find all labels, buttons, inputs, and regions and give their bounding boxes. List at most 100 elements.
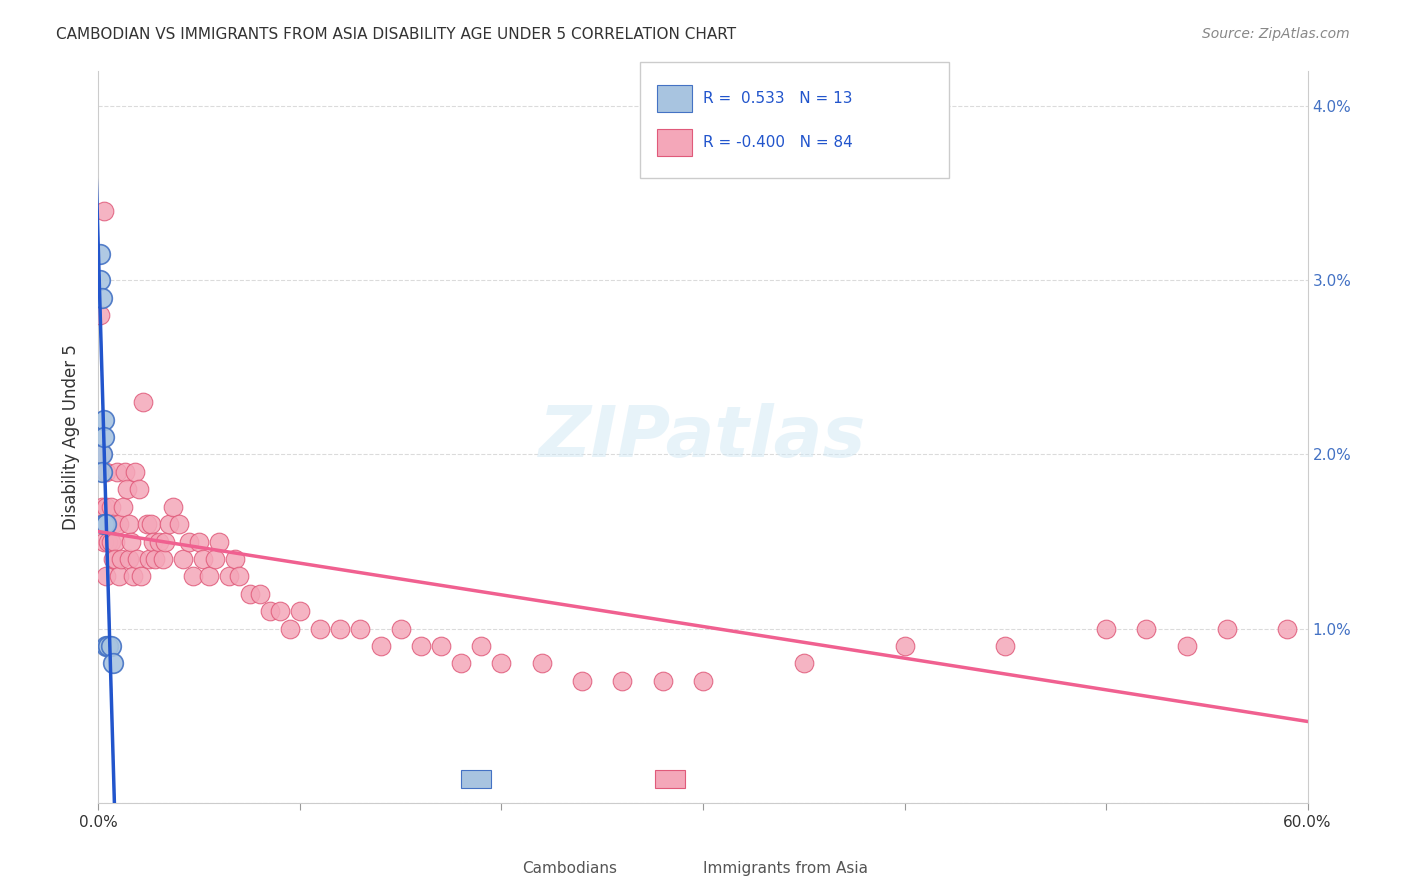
Point	[1277, 622, 1299, 636]
Point	[1175, 639, 1198, 653]
Point	[107, 569, 129, 583]
Point	[105, 465, 128, 479]
Point	[1135, 622, 1157, 636]
Point	[93, 430, 115, 444]
Point	[249, 587, 271, 601]
FancyBboxPatch shape	[461, 770, 492, 789]
Point	[172, 552, 194, 566]
Point	[530, 657, 553, 671]
Y-axis label: Disability Age Under 5: Disability Age Under 5	[62, 344, 80, 530]
Point	[571, 673, 593, 688]
Point	[389, 622, 412, 636]
Point	[96, 569, 118, 583]
Point	[179, 534, 201, 549]
Point	[132, 395, 155, 409]
Point	[97, 639, 120, 653]
Point	[208, 534, 231, 549]
Point	[239, 587, 262, 601]
Point	[994, 639, 1017, 653]
Point	[224, 552, 246, 566]
Text: CAMBODIAN VS IMMIGRANTS FROM ASIA DISABILITY AGE UNDER 5 CORRELATION CHART: CAMBODIAN VS IMMIGRANTS FROM ASIA DISABI…	[56, 27, 737, 42]
Point	[349, 622, 371, 636]
Point	[157, 517, 180, 532]
Point	[93, 412, 115, 426]
Text: ZIPatlas: ZIPatlas	[540, 402, 866, 472]
Point	[125, 552, 148, 566]
Point	[218, 569, 240, 583]
Point	[121, 569, 143, 583]
Point	[329, 622, 352, 636]
Text: Immigrants from Asia: Immigrants from Asia	[703, 862, 868, 876]
Point	[188, 534, 211, 549]
Point	[198, 569, 221, 583]
Point	[97, 517, 120, 532]
Point	[97, 534, 120, 549]
Point	[118, 517, 141, 532]
Point	[100, 639, 122, 653]
Point	[278, 622, 301, 636]
Point	[93, 517, 115, 532]
Point	[193, 552, 215, 566]
Point	[181, 569, 204, 583]
Point	[124, 465, 146, 479]
Point	[101, 657, 124, 671]
Point	[269, 604, 291, 618]
Point	[89, 247, 111, 261]
Point	[93, 534, 115, 549]
Point	[91, 465, 114, 479]
Text: R =  0.533   N = 13: R = 0.533 N = 13	[703, 91, 852, 105]
Point	[288, 604, 311, 618]
Point	[91, 448, 114, 462]
Point	[115, 483, 138, 497]
Point	[153, 534, 176, 549]
Point	[142, 534, 165, 549]
Point	[101, 517, 124, 532]
Point	[370, 639, 392, 653]
Point	[135, 517, 157, 532]
Point	[1216, 622, 1239, 636]
Point	[309, 622, 332, 636]
Point	[491, 657, 513, 671]
Point	[143, 552, 166, 566]
Point	[93, 517, 115, 532]
Point	[138, 552, 160, 566]
Point	[692, 673, 714, 688]
Point	[100, 500, 122, 514]
Point	[114, 465, 136, 479]
Point	[89, 308, 111, 322]
Text: Source: ZipAtlas.com: Source: ZipAtlas.com	[1202, 27, 1350, 41]
Point	[228, 569, 250, 583]
Text: Cambodians: Cambodians	[522, 862, 617, 876]
Point	[91, 448, 114, 462]
Point	[96, 639, 118, 653]
Point	[128, 483, 150, 497]
Point	[96, 517, 118, 532]
Point	[139, 517, 162, 532]
Point	[793, 657, 815, 671]
Point	[107, 517, 129, 532]
Point	[100, 534, 122, 549]
FancyBboxPatch shape	[655, 770, 685, 789]
Point	[93, 203, 115, 218]
Point	[430, 639, 453, 653]
Point	[470, 639, 492, 653]
Point	[152, 552, 174, 566]
Point	[101, 552, 124, 566]
Point	[204, 552, 226, 566]
Point	[120, 534, 142, 549]
Point	[103, 552, 125, 566]
Point	[110, 552, 132, 566]
Point	[103, 534, 125, 549]
Point	[1095, 622, 1118, 636]
Point	[111, 500, 134, 514]
Point	[409, 639, 432, 653]
Point	[148, 534, 170, 549]
Point	[162, 500, 184, 514]
Text: R = -0.400   N = 84: R = -0.400 N = 84	[703, 136, 853, 150]
Point	[259, 604, 281, 618]
Point	[91, 500, 114, 514]
Point	[89, 273, 111, 287]
Point	[167, 517, 190, 532]
Point	[96, 500, 118, 514]
Point	[612, 673, 634, 688]
